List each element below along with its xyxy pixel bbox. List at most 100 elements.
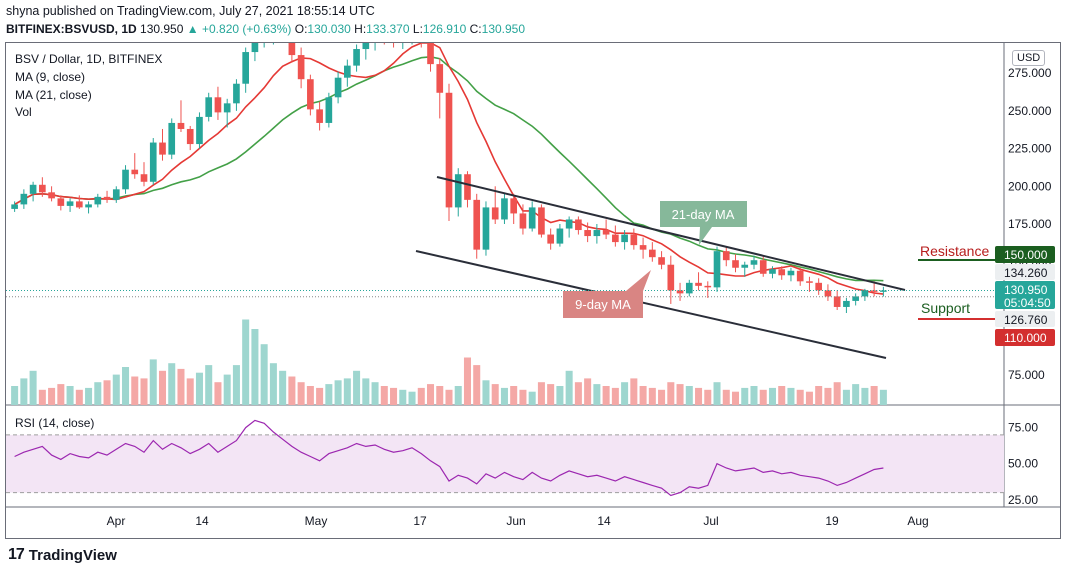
candle-body bbox=[852, 296, 859, 301]
price-pane bbox=[11, 35, 887, 405]
volume-bar bbox=[621, 382, 629, 405]
candle-body bbox=[565, 219, 573, 229]
candle-body bbox=[510, 198, 518, 214]
candle-body bbox=[547, 234, 554, 244]
volume-bar bbox=[334, 380, 342, 405]
current-price-box bbox=[995, 281, 1055, 309]
resistance-price-text: 150.000 bbox=[1004, 248, 1048, 262]
candle-body bbox=[491, 207, 499, 220]
candle-body bbox=[186, 128, 194, 145]
volume-bar bbox=[408, 391, 416, 405]
candle-body bbox=[538, 207, 545, 235]
chart-frame bbox=[5, 42, 1061, 539]
volume-bar bbox=[510, 386, 518, 405]
legend-ma21: MA (21, close) bbox=[15, 88, 92, 102]
volume-bar bbox=[242, 319, 250, 405]
r-price-text: 134.260 bbox=[1004, 266, 1048, 280]
volume-bar bbox=[482, 380, 490, 405]
candle-body bbox=[177, 122, 185, 129]
volume-bar bbox=[547, 384, 555, 405]
candle-body bbox=[759, 260, 767, 274]
s-price-box bbox=[995, 311, 1055, 327]
rsi-tick-label: 75.00 bbox=[1008, 421, 1038, 435]
r-price-box bbox=[995, 264, 1055, 280]
candle-body bbox=[214, 97, 222, 113]
volume-bar bbox=[639, 386, 647, 405]
volume-bar bbox=[94, 382, 102, 405]
resistance-label: Resistance bbox=[920, 243, 989, 259]
resistance-price-box bbox=[995, 246, 1055, 263]
candle-body bbox=[418, 35, 425, 41]
volume-bar bbox=[75, 389, 83, 405]
price-tick-label: 200.000 bbox=[1008, 179, 1052, 193]
volume-bar bbox=[417, 387, 425, 405]
time-tick-label: 14 bbox=[597, 514, 611, 528]
candle-body bbox=[233, 83, 240, 104]
channel-lower-line bbox=[415, 250, 887, 359]
volume-bar bbox=[112, 374, 120, 405]
volume-bar bbox=[787, 387, 795, 405]
candle-body bbox=[880, 290, 887, 292]
price-tick-label: 225.000 bbox=[1008, 142, 1052, 156]
s-price-text: 126.760 bbox=[1004, 313, 1048, 327]
volume-bar bbox=[537, 382, 545, 405]
legend-ma9: MA (9, close) bbox=[15, 70, 86, 84]
volume-bar bbox=[528, 391, 536, 405]
candle-body bbox=[612, 234, 619, 243]
candle-body bbox=[464, 174, 471, 200]
volume-bar bbox=[796, 389, 804, 405]
candle-body bbox=[519, 213, 527, 229]
close-value: 130.950 bbox=[481, 22, 526, 36]
volume-bar bbox=[38, 389, 46, 405]
volume-bar bbox=[149, 359, 157, 405]
volume-bar bbox=[824, 387, 832, 405]
change-arrow-icon: ▲ bbox=[186, 22, 199, 36]
time-tick-label: 14 bbox=[195, 514, 209, 528]
candle-body bbox=[29, 184, 37, 194]
candle-body bbox=[621, 234, 628, 243]
volume-bar bbox=[251, 329, 259, 405]
volume-bar bbox=[648, 387, 656, 405]
volume-bar bbox=[29, 370, 37, 405]
low-label: L: bbox=[412, 22, 423, 36]
close-label: C: bbox=[469, 22, 482, 36]
candle-body bbox=[251, 43, 259, 53]
volume-bar bbox=[842, 389, 850, 405]
candle-body bbox=[390, 38, 397, 41]
volume-bar bbox=[316, 387, 324, 405]
candle-body bbox=[168, 122, 176, 155]
candle-body bbox=[528, 207, 536, 229]
candle-body bbox=[685, 282, 693, 294]
volume-bar bbox=[630, 378, 638, 405]
candle-body bbox=[806, 281, 813, 283]
volume-bar bbox=[685, 386, 693, 405]
volume-bar bbox=[445, 389, 453, 405]
symbol-bar: BITFINEX:BSVUSD, 1D 130.950 ▲ +0.820 (+0… bbox=[6, 22, 525, 36]
time-tick-label: Apr bbox=[107, 514, 126, 528]
tradingview-mark-icon: 17 bbox=[8, 546, 25, 563]
volume-bar bbox=[658, 389, 666, 405]
volume-bar bbox=[232, 365, 240, 405]
time-tick-label: 19 bbox=[825, 514, 839, 528]
volume-bar bbox=[852, 384, 860, 405]
volume-bar bbox=[778, 386, 786, 405]
volume-bar bbox=[741, 387, 749, 405]
currency-button[interactable]: USD bbox=[1012, 50, 1046, 66]
volume-bar bbox=[85, 387, 93, 405]
candle-body bbox=[261, 38, 268, 41]
current-price-text: 130.950 bbox=[1004, 283, 1048, 297]
volume-bar bbox=[288, 376, 296, 405]
candle-body bbox=[344, 65, 351, 78]
rsi-tick-label: 25.00 bbox=[1008, 493, 1038, 507]
candle-body bbox=[704, 285, 712, 288]
candle-body bbox=[732, 260, 739, 268]
candle-body bbox=[381, 37, 388, 39]
volume-bar bbox=[704, 389, 712, 405]
candle-body bbox=[122, 169, 129, 190]
ma9-callout-label: 9-day MA bbox=[575, 297, 631, 312]
volume-bar bbox=[399, 389, 407, 405]
volume-bar bbox=[713, 382, 721, 405]
volume-bar bbox=[750, 386, 758, 405]
volume-bar bbox=[20, 378, 28, 405]
